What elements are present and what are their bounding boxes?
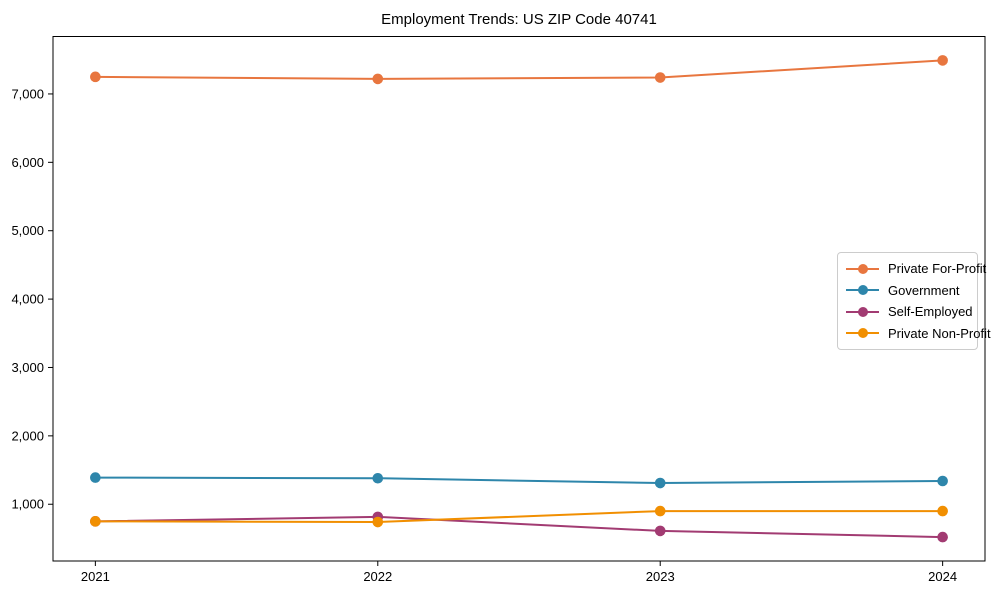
data-point-marker [654,72,666,83]
y-tick-label: 4,000 [11,292,44,307]
y-tick-label: 3,000 [11,360,44,375]
chart-title: Employment Trends: US ZIP Code 40741 [381,11,657,28]
legend-item: Government [846,282,969,300]
series-line [95,59,943,80]
data-point-marker [90,516,101,527]
legend-item: Private Non-Profit [846,325,991,343]
y-tick-label: 2,000 [11,428,44,443]
series-line [95,510,943,524]
x-tick-label: 2021 [81,569,110,584]
legend-line-marker-icon [846,306,879,317]
y-tick-label: 7,000 [11,86,44,101]
series-line [95,476,943,485]
data-point-marker [372,73,384,85]
data-point-marker [372,516,384,528]
data-point-marker [90,71,101,83]
y-tick-label: 1,000 [11,497,44,512]
legend-dot-icon [857,285,868,296]
legend-dot-icon [857,263,868,274]
data-point-marker [90,472,101,483]
data-point-marker [372,472,384,484]
legend-dot-icon [857,328,868,339]
data-point-marker [937,505,948,517]
x-tick-label: 2023 [646,569,675,584]
legend: Private For-Profit Government Self-Employe… [837,252,991,350]
data-point-marker [937,475,948,487]
legend-label: Self-Employed [888,304,973,320]
legend-label: Government [888,282,960,298]
legend-item: Private For-Profit [846,260,986,278]
legend-line-marker-icon [846,328,879,339]
data-point-marker [654,505,666,517]
legend-dot-icon [857,306,868,317]
legend-label: Private For-Profit [888,261,987,277]
data-point-marker [937,531,948,543]
x-tick-label: 2024 [928,569,957,584]
x-tick-label: 2022 [363,569,392,584]
legend-label: Private Non-Profit [888,325,991,341]
axes-frame [52,36,986,562]
legend-item: Self-Employed [846,303,973,321]
data-point-marker [654,477,666,489]
data-point-marker [937,55,948,66]
series-line [95,515,943,539]
y-tick-label: 6,000 [11,155,44,170]
data-point-marker [654,525,666,537]
legend-line-marker-icon [846,285,879,296]
y-tick-label: 5,000 [11,223,44,238]
legend-line-marker-icon [846,263,879,274]
